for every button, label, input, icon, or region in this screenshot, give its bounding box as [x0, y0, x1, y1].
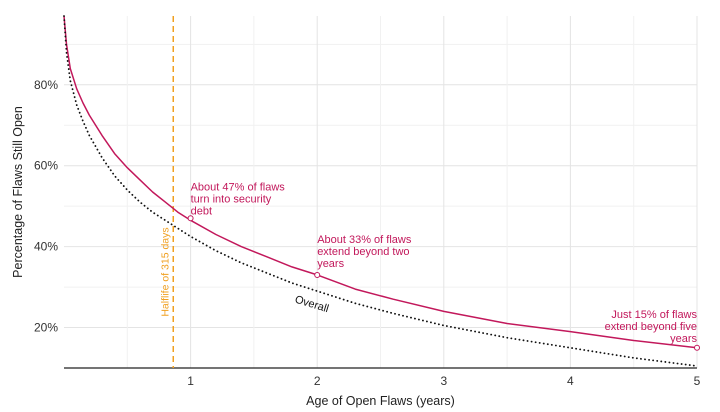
annotation-point [314, 271, 321, 278]
halflife-label: Halflife of 315 days [159, 227, 171, 316]
annotation-text: About 47% of flaws [191, 181, 286, 193]
x-tick-label: 1 [187, 374, 194, 388]
annotation-text: extend beyond two [317, 246, 409, 258]
y-axis-title: Percentage of Flaws Still Open [11, 106, 25, 278]
annotation-text: Just 15% of flaws [611, 309, 697, 321]
x-tick-label: 2 [314, 374, 321, 388]
y-tick-label: 80% [34, 78, 58, 92]
series-layer: Halflife of 315 days [63, 15, 698, 368]
x-tick-label: 3 [440, 374, 447, 388]
overall-series-line [63, 15, 698, 367]
y-tick-label: 40% [34, 240, 58, 254]
annotation-text: extend beyond five [605, 321, 697, 333]
annotation-text: About 33% of flaws [317, 234, 412, 246]
annotation-point [187, 215, 194, 222]
y-tick-label: 20% [34, 321, 58, 335]
annotation-text: debt [191, 205, 212, 217]
flaws-open-series-line [63, 15, 698, 349]
grid [64, 16, 698, 368]
x-axis-title: Age of Open Flaws (years) [306, 394, 455, 408]
x-tick-label: 4 [567, 374, 574, 388]
axes: 1 2 3 4 5 20% 40% 60% 80% [34, 78, 701, 388]
series-label-overall: Overall [293, 294, 330, 316]
annotation-text: years [670, 333, 697, 345]
annotation-point [694, 344, 700, 351]
annotation-text: years [317, 258, 344, 270]
x-tick-label: 5 [694, 374, 701, 388]
y-tick-label: 60% [34, 159, 58, 173]
annotation-text: turn into security [191, 193, 272, 205]
